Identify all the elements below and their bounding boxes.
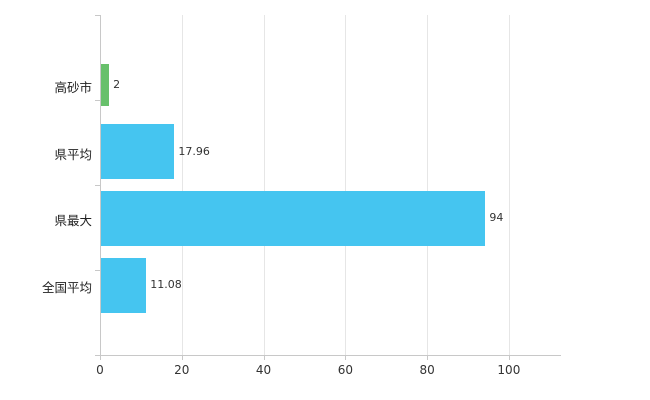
y-axis-tick: [95, 15, 100, 16]
x-axis-tick: [181, 355, 183, 360]
x-axis-tick: [508, 355, 510, 360]
y-axis-line: [100, 15, 101, 356]
x-gridline: [345, 15, 347, 355]
x-gridline: [427, 15, 429, 355]
x-gridline: [181, 15, 183, 355]
category-label: 県平均: [54, 146, 92, 162]
bar: [101, 190, 486, 246]
category-label: 高砂市: [54, 80, 92, 95]
x-gridline: [263, 15, 265, 355]
x-axis-tick: [263, 355, 265, 360]
x-gridline: [508, 15, 510, 355]
bar-value-label: 2: [113, 78, 121, 91]
bar: [101, 124, 175, 180]
bar-value-label: 11.08: [150, 278, 182, 291]
bar: [101, 257, 147, 313]
y-axis-tick: [95, 185, 100, 186]
x-tick-label: 20: [174, 363, 190, 377]
category-label: 全国平均: [41, 280, 92, 295]
y-axis-tick: [95, 270, 100, 271]
x-tick-label: 60: [337, 363, 353, 377]
y-axis-tick: [95, 100, 100, 101]
bar: [101, 64, 110, 106]
x-tick-label: 40: [255, 363, 272, 377]
bar-value-label: 94: [489, 211, 504, 225]
x-axis-line: [100, 355, 561, 356]
x-tick-label: 100: [497, 363, 521, 377]
x-tick-label: 80: [419, 363, 435, 377]
x-tick-label: 0: [96, 363, 104, 377]
x-axis-tick: [345, 355, 347, 360]
category-label: 県最大: [54, 213, 92, 229]
bar-value-label: 17.96: [178, 144, 210, 158]
x-axis-tick: [100, 355, 101, 360]
y-axis-tick: [95, 355, 100, 356]
x-axis-tick: [427, 355, 429, 360]
